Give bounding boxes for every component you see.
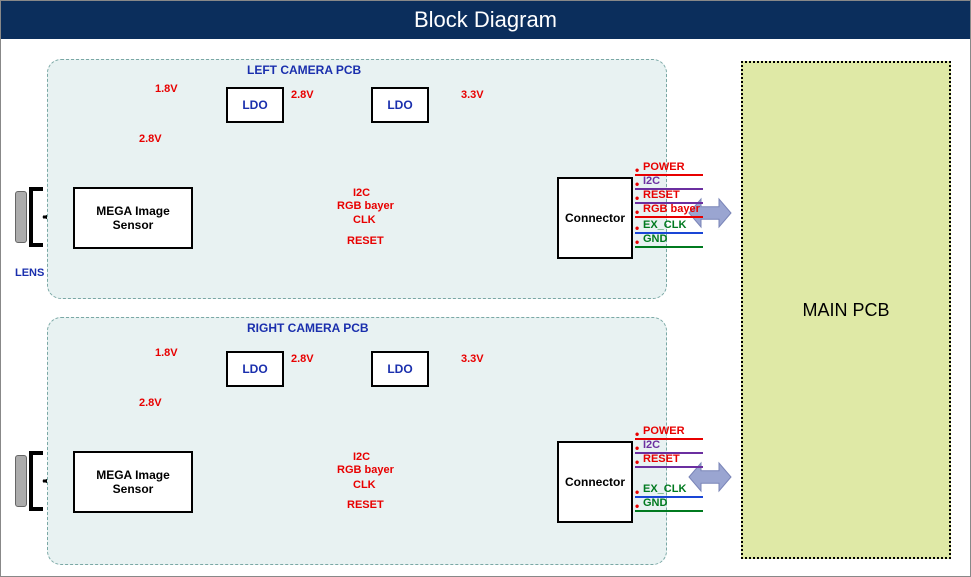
left-bus-i2c-label: I2C bbox=[353, 187, 370, 199]
left-connector-block: Connector bbox=[557, 177, 633, 259]
left-v18-label: 1.8V bbox=[155, 83, 178, 95]
left-sig-i2c: I2C bbox=[643, 175, 660, 187]
right-sig-i2c: I2C bbox=[643, 439, 660, 451]
right-ldo1-block: LDO bbox=[226, 351, 284, 387]
left-ldo2-block: LDO bbox=[371, 87, 429, 123]
left-pcb-title: LEFT CAMERA PCB bbox=[247, 63, 361, 77]
right-bus-i2c-label: I2C bbox=[353, 451, 370, 463]
left-sig-reset: RESET bbox=[643, 189, 680, 201]
right-sig-line bbox=[635, 466, 703, 468]
right-sig-gnd: GND bbox=[643, 497, 667, 509]
right-sig-reset: RESET bbox=[643, 453, 680, 465]
main-pcb-block: MAIN PCB bbox=[741, 61, 951, 559]
diagram-frame: Block Diagram MAIN PCB LEFT CAMERA PCB RIG… bbox=[0, 0, 971, 577]
left-sig-ex_clk: EX_CLK bbox=[643, 219, 686, 231]
left-bus-clk-label: CLK bbox=[353, 214, 376, 226]
left-sig-line bbox=[635, 216, 703, 218]
left-v33-label: 3.3V bbox=[461, 89, 484, 101]
right-sensor-block: MEGA ImageSensor bbox=[73, 451, 193, 513]
right-bus-reset-label: RESET bbox=[347, 499, 384, 511]
left-bus-rgb-label: RGB bayer bbox=[337, 200, 394, 212]
right-v18-label: 1.8V bbox=[155, 347, 178, 359]
right-v33-label: 3.3V bbox=[461, 353, 484, 365]
left-lens-body bbox=[15, 191, 27, 243]
right-sig-line bbox=[635, 510, 703, 512]
right-v28a-label: 2.8V bbox=[291, 353, 314, 365]
left-lens-bracket bbox=[29, 187, 43, 247]
right-v28b-label: 2.8V bbox=[139, 397, 162, 409]
left-v28b-label: 2.8V bbox=[139, 133, 162, 145]
left-sig-gnd: GND bbox=[643, 233, 667, 245]
canvas: MAIN PCB LEFT CAMERA PCB RIGHT CAMERA PCB M… bbox=[1, 39, 970, 576]
right-pcb-title: RIGHT CAMERA PCB bbox=[247, 321, 369, 335]
title-bar: Block Diagram bbox=[1, 1, 970, 39]
left-sig-rgb bayer: RGB bayer bbox=[643, 203, 700, 215]
left-bus-reset-label: RESET bbox=[347, 235, 384, 247]
right-connector-block: Connector bbox=[557, 441, 633, 523]
left-ldo1-block: LDO bbox=[226, 87, 284, 123]
left-sig-line bbox=[635, 246, 703, 248]
right-bus-rgb-label: RGB bayer bbox=[337, 464, 394, 476]
right-sig-ex_clk: EX_CLK bbox=[643, 483, 686, 495]
lens-label: LENS bbox=[15, 267, 44, 279]
left-sensor-block: MEGA ImageSensor bbox=[73, 187, 193, 249]
right-bus-clk-label: CLK bbox=[353, 479, 376, 491]
left-sig-power: POWER bbox=[643, 161, 685, 173]
right-ldo2-block: LDO bbox=[371, 351, 429, 387]
left-v28a-label: 2.8V bbox=[291, 89, 314, 101]
right-sig-power: POWER bbox=[643, 425, 685, 437]
right-lens-bracket bbox=[29, 451, 43, 511]
right-lens-body bbox=[15, 455, 27, 507]
